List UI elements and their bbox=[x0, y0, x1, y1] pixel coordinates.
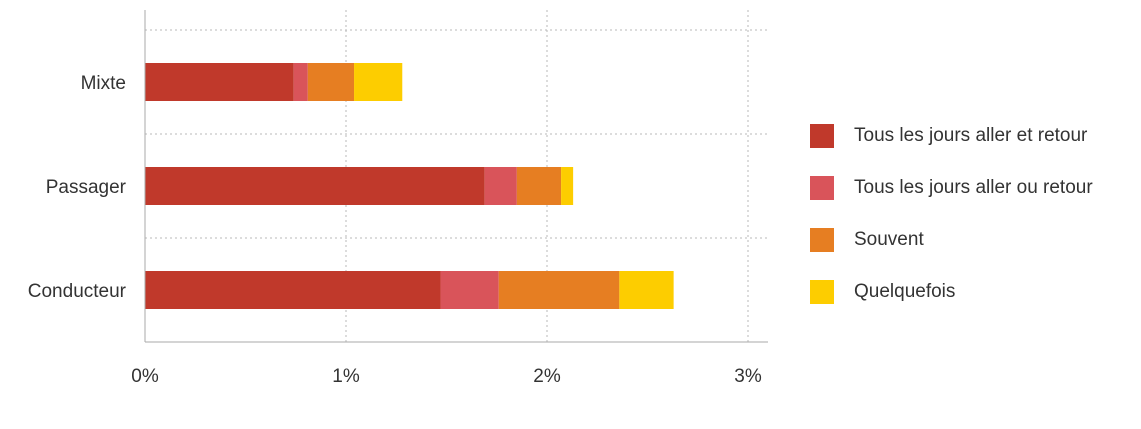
legend-swatch bbox=[810, 228, 834, 252]
legend: Tous les jours aller et retour Tous les … bbox=[810, 110, 1093, 318]
x-tick-label: 3% bbox=[734, 366, 762, 387]
x-tick-label: 1% bbox=[332, 366, 360, 387]
x-tick-label: 2% bbox=[533, 366, 561, 387]
legend-swatch bbox=[810, 124, 834, 148]
category-label: Passager bbox=[46, 177, 127, 198]
legend-label: Tous les jours aller ou retour bbox=[854, 177, 1093, 198]
legend-label: Tous les jours aller et retour bbox=[854, 125, 1088, 146]
bar-segment bbox=[307, 63, 355, 101]
legend-swatch bbox=[810, 176, 834, 200]
x-tick-label: 0% bbox=[131, 366, 159, 387]
legend-item-tous-les-jours-aller-ou-retour: Tous les jours aller ou retour bbox=[810, 162, 1093, 214]
bar-segment bbox=[145, 167, 485, 205]
legend-label: Quelquefois bbox=[854, 281, 956, 302]
category-labels: Mixte Passager Conducteur bbox=[28, 73, 127, 302]
bar-segment bbox=[498, 271, 620, 309]
axes bbox=[144, 10, 768, 343]
legend-item-souvent: Souvent bbox=[810, 214, 1093, 266]
bar-segment bbox=[145, 63, 294, 101]
bar-segment bbox=[293, 63, 308, 101]
legend-item-tous-les-jours-aller-et-retour: Tous les jours aller et retour bbox=[810, 110, 1093, 162]
bar-segment bbox=[619, 271, 674, 309]
legend-item-quelquefois: Quelquefois bbox=[810, 266, 1093, 318]
x-tick-labels: 0% 1% 2% 3% bbox=[131, 366, 762, 387]
bar-segment bbox=[440, 271, 499, 309]
bar-segment bbox=[516, 167, 562, 205]
legend-label: Souvent bbox=[854, 229, 924, 250]
category-label: Mixte bbox=[81, 73, 126, 94]
bar-segment bbox=[561, 167, 574, 205]
bars-group bbox=[145, 63, 674, 309]
bar-segment bbox=[354, 63, 403, 101]
category-label: Conducteur bbox=[28, 281, 127, 302]
bar-segment bbox=[145, 271, 441, 309]
bar-segment bbox=[484, 167, 517, 205]
legend-swatch bbox=[810, 280, 834, 304]
